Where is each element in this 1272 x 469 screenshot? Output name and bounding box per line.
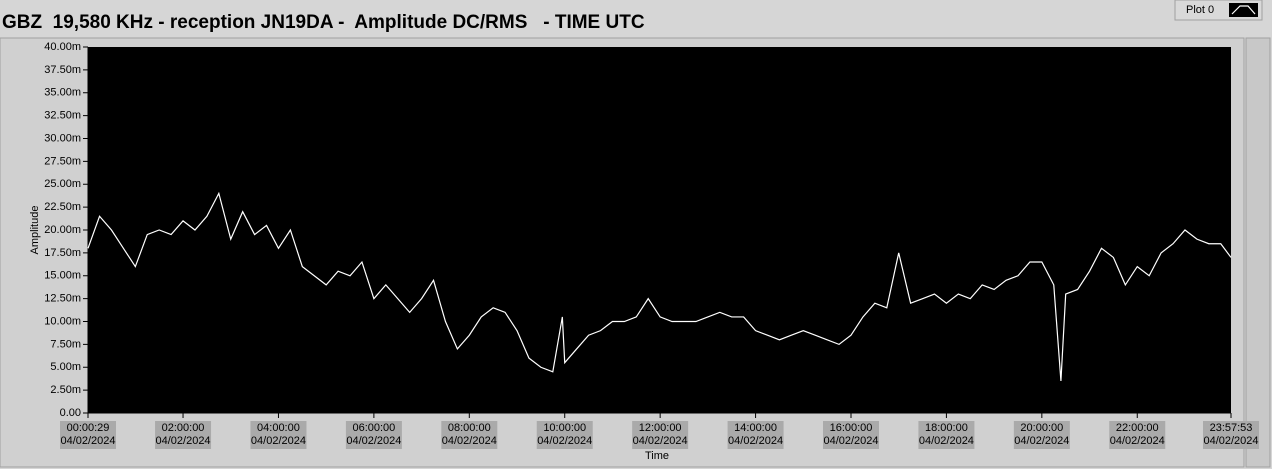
- legend-swatch: [1229, 3, 1258, 17]
- y-tick-label: 15.00m: [44, 270, 81, 282]
- x-tick-label-bg: [1013, 421, 1070, 449]
- x-tick-label-bg: [155, 421, 212, 449]
- y-tick-label: 35.00m: [44, 87, 81, 99]
- x-tick-label-bg: [250, 421, 307, 449]
- x-tick-label: 12:00:00: [639, 422, 682, 434]
- x-tick-label-bg: [1203, 421, 1259, 449]
- x-tick-label-bg: [727, 421, 784, 449]
- x-tick-label: 02:00:00: [162, 422, 205, 434]
- x-tick-label: 04/02/2024: [1203, 435, 1258, 447]
- x-tick-label-bg: [632, 421, 689, 449]
- x-tick-label: 08:00:00: [448, 422, 491, 434]
- x-tick-label-bg: [536, 421, 593, 449]
- x-tick-label: 04/02/2024: [442, 435, 497, 447]
- x-tick-label: 04/02/2024: [823, 435, 878, 447]
- y-tick-label: 20.00m: [44, 224, 81, 236]
- x-tick-label: 04/02/2024: [346, 435, 401, 447]
- chart-title: GBZ 19,580 KHz - reception JN19DA - Ampl…: [2, 12, 645, 33]
- x-axis-label: Time: [645, 450, 669, 462]
- line-series: [87, 191, 1232, 382]
- y-tick-label: 7.50m: [50, 338, 81, 350]
- y-tick-label: 25.00m: [44, 178, 81, 190]
- y-tick-label: 37.50m: [44, 64, 81, 76]
- y-tick-label: 27.50m: [44, 155, 81, 167]
- x-tick-label: 04/02/2024: [728, 435, 783, 447]
- x-tick-label-bg: [60, 421, 116, 449]
- x-tick-label: 04/02/2024: [1014, 435, 1069, 447]
- y-tick-label: 0.00: [60, 407, 81, 419]
- y-tick-label: 17.50m: [44, 247, 81, 259]
- x-tick-label: 10:00:00: [543, 422, 586, 434]
- x-tick-label-bg: [918, 421, 975, 449]
- x-tick-label: 04/02/2024: [251, 435, 306, 447]
- x-tick-label: 14:00:00: [734, 422, 777, 434]
- x-tick-label-bg: [1109, 421, 1166, 449]
- side-panel: [1245, 37, 1271, 468]
- y-tick-label: 5.00m: [50, 361, 81, 373]
- x-tick-label-bg: [345, 421, 402, 449]
- y-axis-label: Amplitude: [29, 206, 41, 255]
- y-tick-label: 40.00m: [44, 41, 81, 53]
- x-tick-label-bg: [822, 421, 879, 449]
- x-tick-label: 04/02/2024: [537, 435, 592, 447]
- legend-icon: [1231, 5, 1256, 15]
- plot-area: [88, 47, 1231, 413]
- x-tick-label: 04/02/2024: [919, 435, 974, 447]
- x-tick-label: 16:00:00: [830, 422, 873, 434]
- x-tick-label: 04/02/2024: [156, 435, 211, 447]
- y-tick-label: 2.50m: [50, 384, 81, 396]
- x-tick-label: 04/02/2024: [60, 435, 115, 447]
- y-tick-label: 12.50m: [44, 293, 81, 305]
- x-tick-label: 22:00:00: [1116, 422, 1159, 434]
- x-tick-label: 00:00:29: [67, 422, 110, 434]
- x-tick-label: 20:00:00: [1020, 422, 1063, 434]
- x-tick-label-bg: [441, 421, 498, 449]
- x-tick-label: 04/02/2024: [633, 435, 688, 447]
- legend-label: Plot 0: [1186, 4, 1214, 16]
- y-tick-label: 32.50m: [44, 110, 81, 122]
- x-tick-label: 18:00:00: [925, 422, 968, 434]
- y-tick-label: 30.00m: [44, 132, 81, 144]
- x-tick-label: 23:57:53: [1210, 422, 1253, 434]
- x-tick-label: 04:00:00: [257, 422, 300, 434]
- y-tick-label: 22.50m: [44, 201, 81, 213]
- x-tick-label: 04/02/2024: [1110, 435, 1165, 447]
- x-tick-label: 06:00:00: [352, 422, 395, 434]
- y-tick-label: 10.00m: [44, 315, 81, 327]
